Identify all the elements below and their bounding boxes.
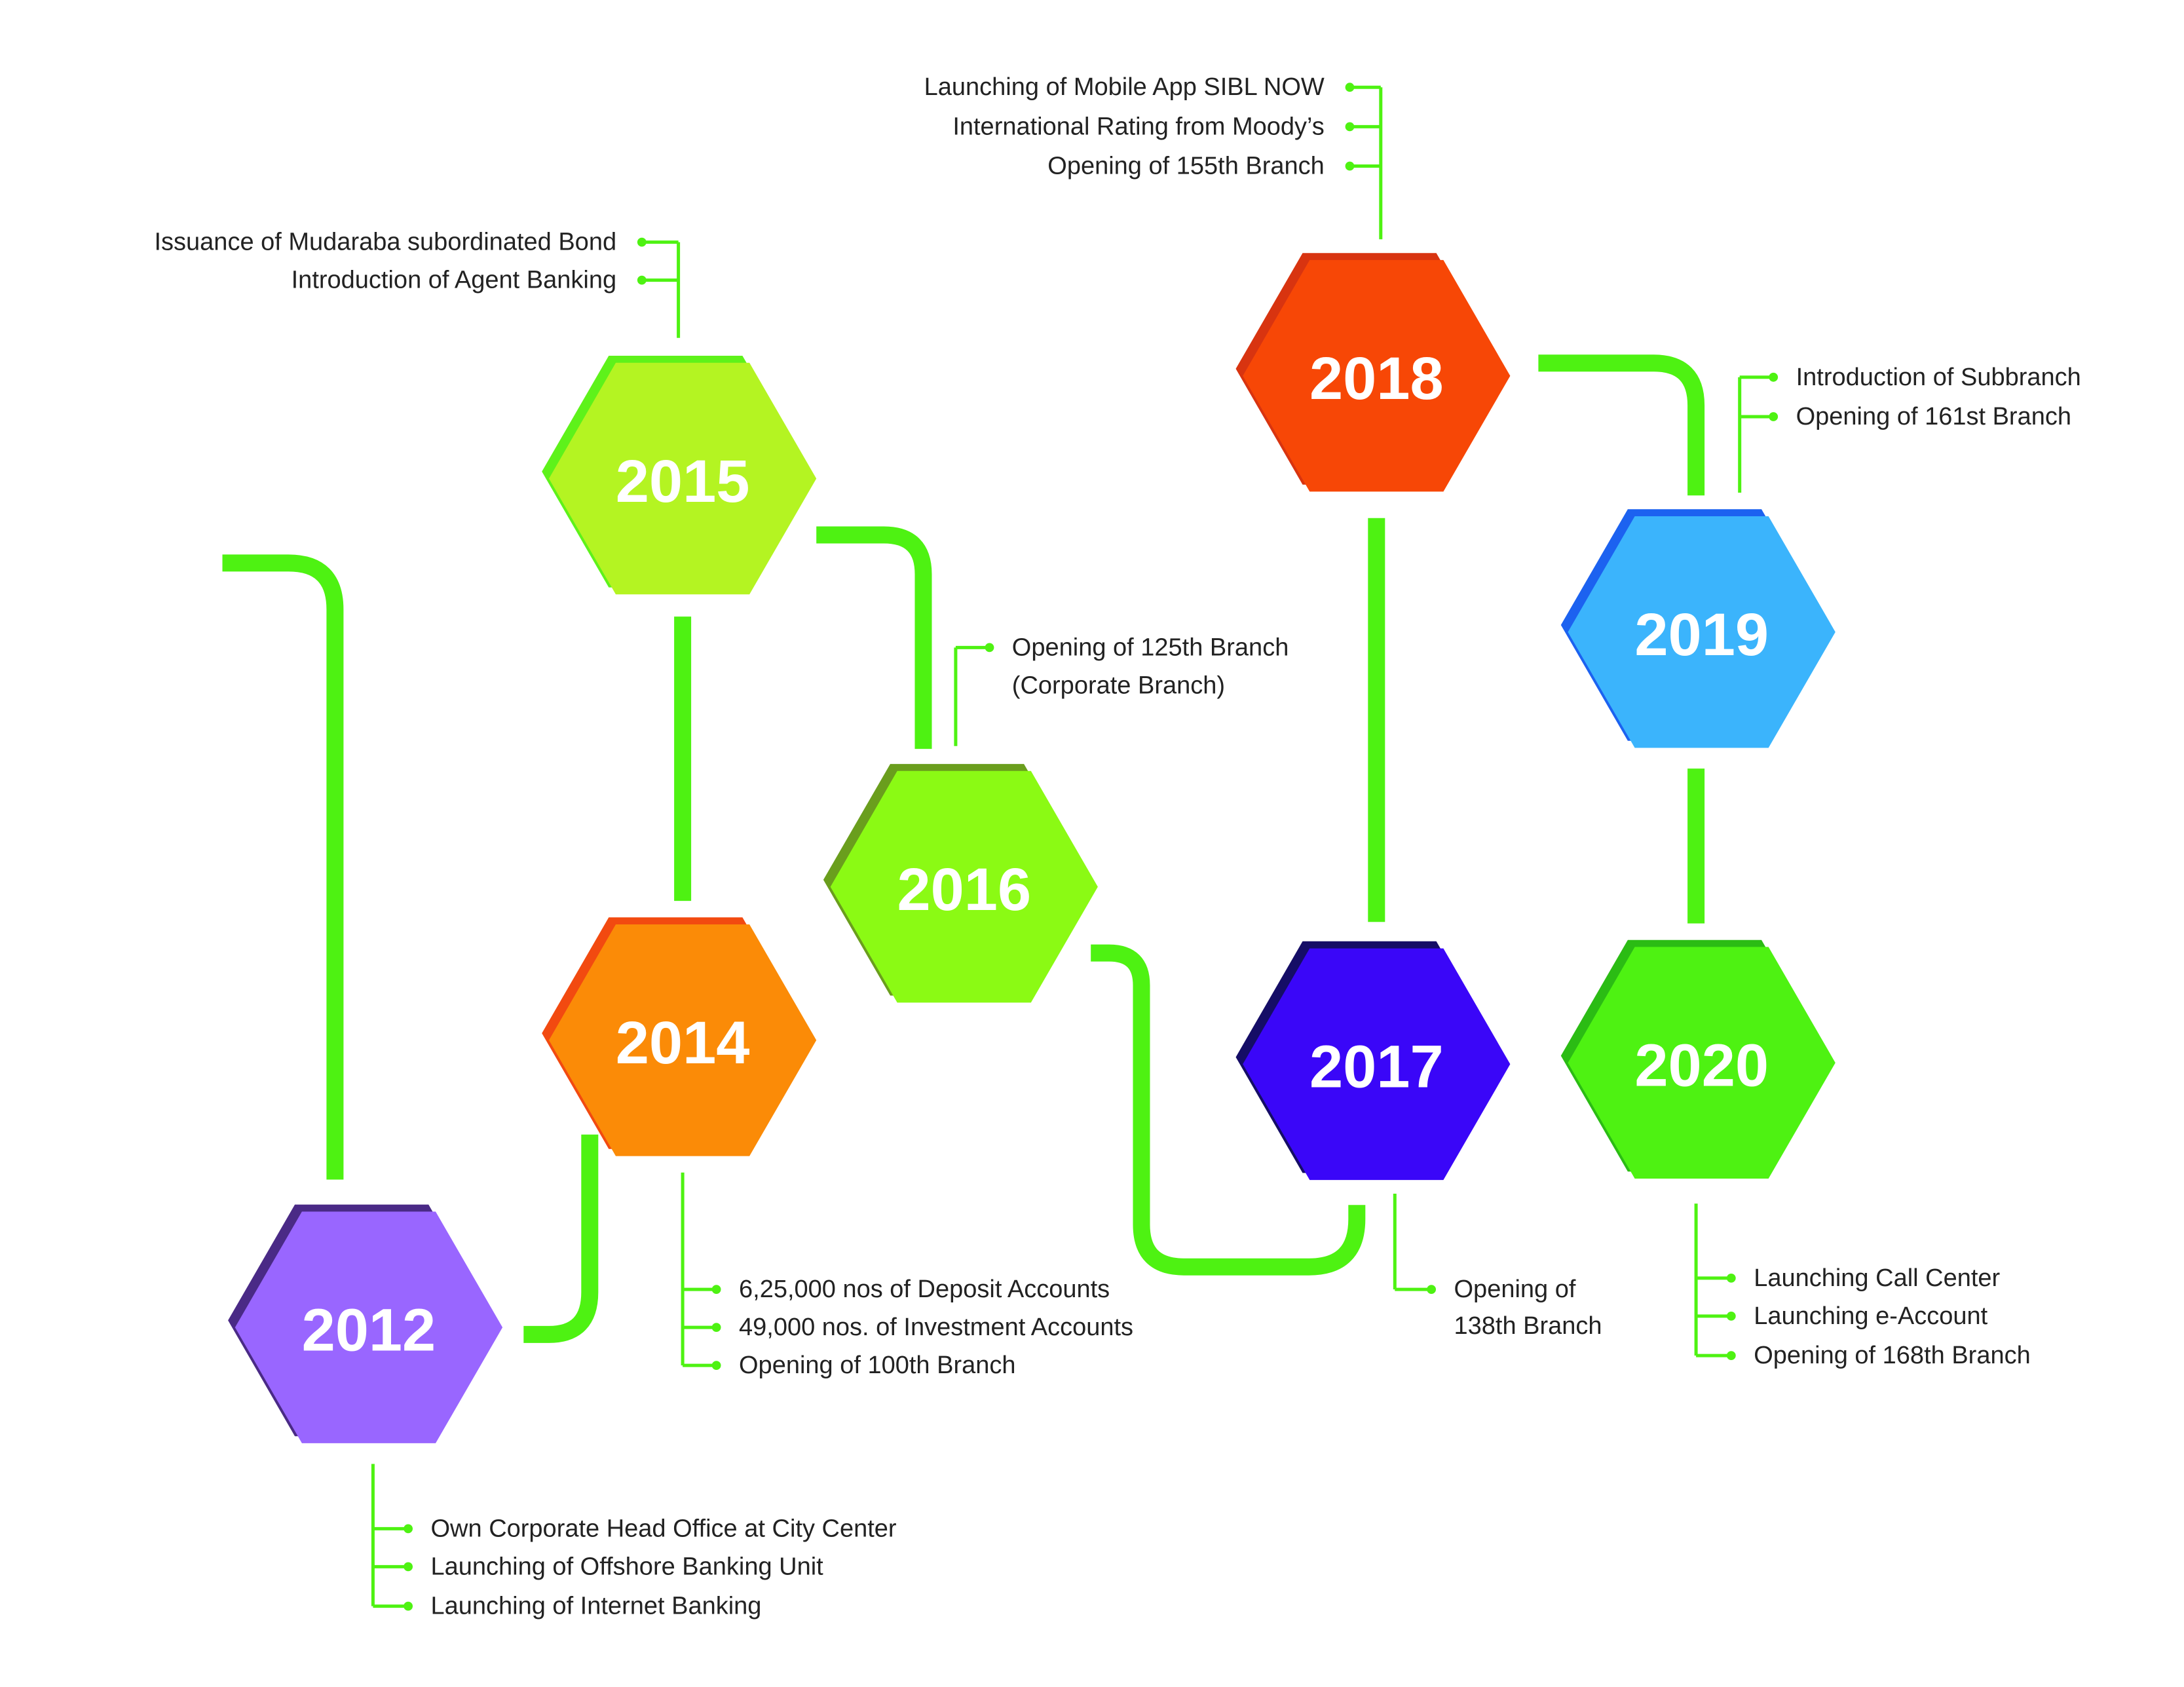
track-segment (1538, 354, 1705, 496)
milestone-note-2012: Launching of Internet Banking (431, 1593, 762, 1620)
hexagon-face (1243, 948, 1511, 1181)
year-label: 2015 (616, 448, 750, 515)
hexagon-face (1568, 516, 1836, 748)
bullet-dot-icon (1769, 412, 1779, 421)
milestone-note-2018: Launching of Mobile App SIBL NOW (924, 73, 1325, 101)
year-label: 2018 (1309, 345, 1444, 412)
track-segment (523, 1134, 599, 1343)
year-hexagon-2015: 2015 (542, 356, 817, 595)
bullet-dot-icon (637, 237, 647, 247)
bullet-dot-icon (1345, 83, 1355, 92)
milestone-note-2018: Opening of 155th Branch (1047, 153, 1325, 180)
track-segment (222, 554, 344, 1180)
milestone-note-2015: Issuance of Mudaraba subordinated Bond (154, 229, 616, 256)
hexagon-face (1568, 947, 1836, 1179)
milestone-note-2019: Opening of 161st Branch (1796, 403, 2071, 430)
bullet-dot-icon (1345, 161, 1355, 171)
year-hexagons: 2012 2014 2015 2016 2017 2018 2019 2020 (228, 253, 1836, 1443)
milestone-note-2016: (Corporate Branch) (1012, 672, 1225, 699)
milestone-note-2017: 138th Branch (1454, 1312, 1602, 1340)
hexagon-face (235, 1211, 503, 1443)
bullet-dot-icon (1726, 1274, 1736, 1283)
hexagon-face (830, 770, 1098, 1003)
hexagon-face (549, 924, 817, 1156)
milestone-note-2014: 49,000 nos. of Investment Accounts (739, 1314, 1133, 1341)
milestone-note-2019: Introduction of Subbranch (1796, 364, 2081, 391)
bullet-dot-icon (404, 1562, 413, 1572)
bullet-dot-icon (711, 1285, 721, 1294)
track-segment (1091, 944, 1366, 1276)
year-hexagon-2019: 2019 (1560, 509, 1836, 748)
year-label: 2014 (616, 1010, 750, 1076)
milestone-note-2017: Opening of (1454, 1276, 1576, 1303)
milestone-note-2016: Opening of 125th Branch (1012, 634, 1289, 661)
bullet-dot-icon (1769, 372, 1779, 382)
year-label: 2016 (897, 856, 1031, 923)
hexagon-face (549, 362, 817, 595)
year-hexagon-2020: 2020 (1560, 939, 1836, 1179)
bullet-dot-icon (1427, 1285, 1437, 1294)
year-label: 2019 (1634, 601, 1769, 668)
year-hexagon-2017: 2017 (1235, 941, 1511, 1181)
bullet-dot-icon (404, 1524, 413, 1534)
bullet-dot-icon (985, 643, 994, 653)
bullet-dot-icon (1726, 1312, 1736, 1321)
milestone-note-2020: Opening of 168th Branch (1754, 1342, 2031, 1369)
milestone-note-2020: Launching Call Center (1754, 1264, 2000, 1292)
year-label: 2017 (1309, 1034, 1444, 1101)
year-label: 2012 (302, 1297, 436, 1363)
milestone-note-2014: 6,25,000 nos of Deposit Accounts (739, 1276, 1110, 1303)
year-hexagon-2012: 2012 (228, 1204, 503, 1443)
bullet-dot-icon (711, 1361, 721, 1371)
milestone-note-2014: Opening of 100th Branch (739, 1352, 1016, 1379)
bullet-dot-icon (711, 1323, 721, 1332)
timeline-track (222, 354, 1705, 1343)
hexagon-face (1243, 259, 1511, 492)
year-label: 2020 (1634, 1033, 1769, 1099)
milestone-notes: Own Corporate Head Office at City Center… (154, 73, 2080, 1620)
year-hexagon-2018: 2018 (1235, 253, 1511, 492)
bullet-dot-icon (1345, 122, 1355, 132)
milestone-note-2015: Introduction of Agent Banking (292, 267, 616, 294)
note-connectors (371, 83, 1779, 1611)
year-hexagon-2014: 2014 (542, 917, 817, 1156)
track-segment (816, 526, 932, 749)
bullet-dot-icon (1726, 1351, 1736, 1361)
year-hexagon-2016: 2016 (823, 764, 1098, 1003)
bullet-dot-icon (637, 275, 647, 285)
milestone-note-2012: Own Corporate Head Office at City Center (431, 1515, 897, 1542)
milestone-note-2020: Launching e-Account (1754, 1302, 1987, 1330)
bullet-dot-icon (404, 1601, 413, 1611)
milestone-note-2012: Launching of Offshore Banking Unit (431, 1553, 824, 1580)
milestone-note-2018: International Rating from Moody’s (952, 113, 1324, 140)
